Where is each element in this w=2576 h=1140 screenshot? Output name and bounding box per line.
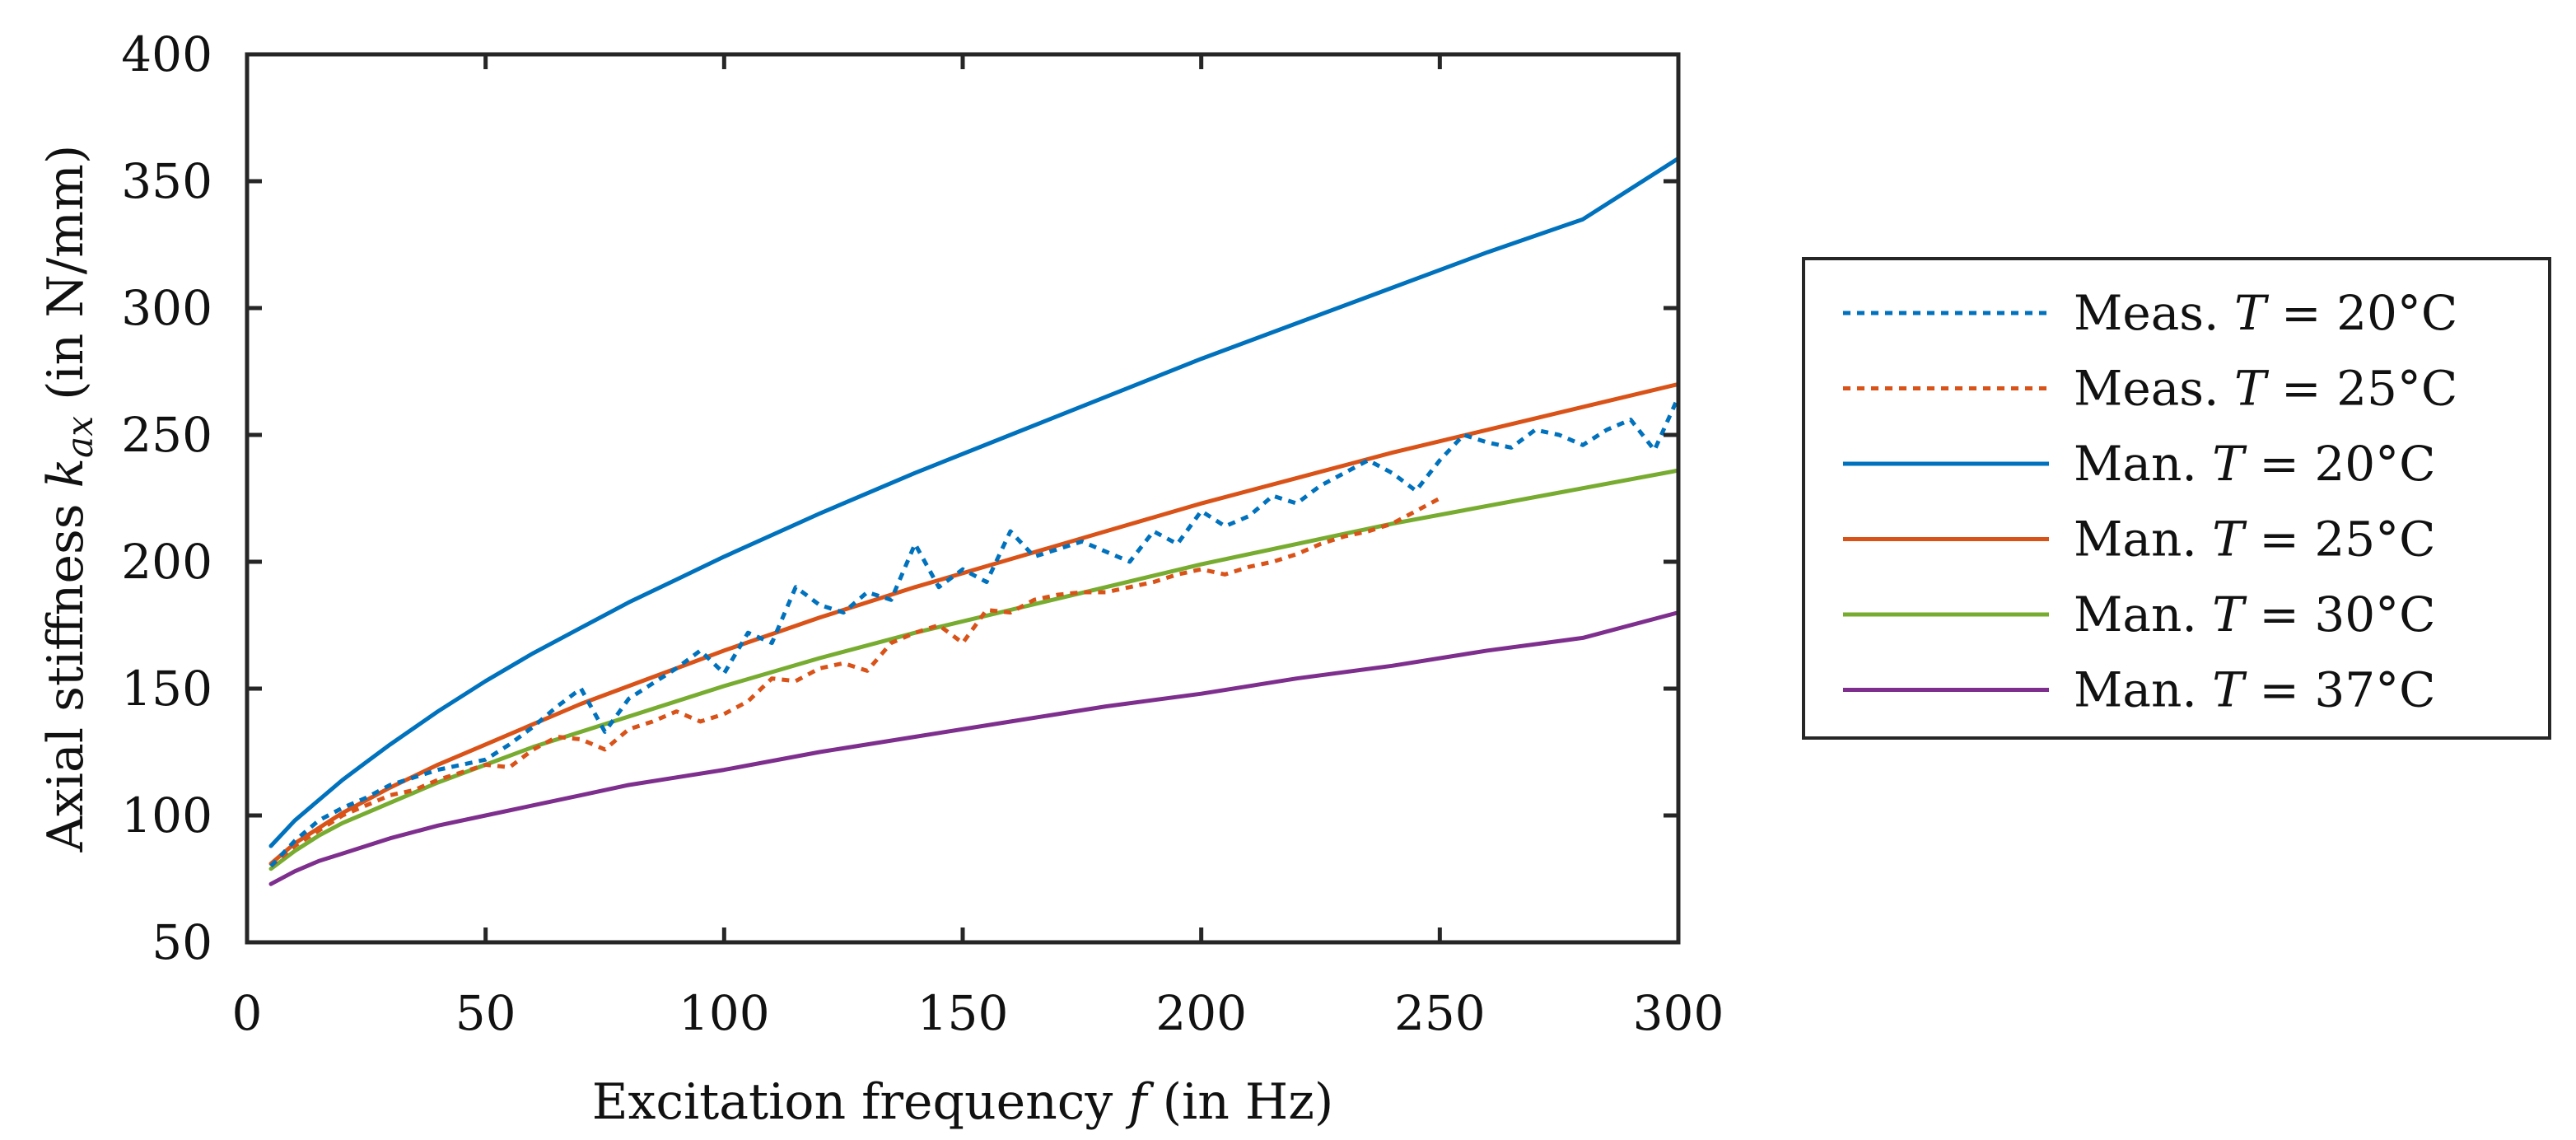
x-tick-label: 50 bbox=[455, 985, 516, 1041]
legend-label-prefix: Man. bbox=[2074, 436, 2212, 492]
y-axis-label: Axial stiffness kax (in N/mm) bbox=[37, 145, 101, 853]
legend-label-suffix: = 25°C bbox=[2266, 361, 2458, 417]
y-tick-label: 300 bbox=[121, 280, 212, 336]
legend-label: Man. T = 20°C bbox=[2074, 436, 2436, 492]
y-axis-label-unit: (in N/mm) bbox=[37, 145, 95, 416]
legend-label: Man. T = 25°C bbox=[2074, 512, 2436, 568]
ticks-layer: 0 50 100 150 200 250 300 50 100 150 200 250 300 350 40… bbox=[121, 26, 1724, 1041]
y-tick-label: 150 bbox=[121, 661, 212, 717]
legend-label-prefix: Man. bbox=[2074, 512, 2212, 568]
y-tick-label: 350 bbox=[121, 153, 212, 209]
series-line-3 bbox=[268, 156, 1681, 848]
x-tick-label: 300 bbox=[1633, 985, 1724, 1041]
x-tick-label: 0 bbox=[232, 985, 263, 1041]
legend-label-var: T bbox=[2212, 512, 2247, 568]
x-axis-label-unit: (in Hz) bbox=[1147, 1073, 1334, 1131]
y-tick-label: 200 bbox=[121, 534, 212, 590]
legend-label-var: T bbox=[2234, 285, 2270, 341]
legend-label: Meas. T = 25°C bbox=[2074, 361, 2457, 417]
legend-label-suffix: = 25°C bbox=[2244, 512, 2436, 568]
plot-frame bbox=[245, 52, 1681, 945]
y-tick-label: 100 bbox=[121, 787, 212, 843]
legend-label: Man. T = 37°C bbox=[2074, 662, 2436, 718]
legend-label-var: T bbox=[2212, 586, 2247, 642]
y-tick-label: 250 bbox=[121, 407, 212, 463]
series-line-1 bbox=[269, 395, 1681, 868]
legend-label-var: T bbox=[2212, 662, 2247, 718]
legend-label-var: T bbox=[2212, 436, 2247, 492]
legend-label-prefix: Meas. bbox=[2074, 361, 2234, 417]
x-tick-label: 150 bbox=[917, 985, 1009, 1041]
legend-label-suffix: = 30°C bbox=[2244, 586, 2436, 642]
x-tick-label: 200 bbox=[1155, 985, 1247, 1041]
legend-label-suffix: = 20°C bbox=[2244, 436, 2436, 492]
x-axis-label: Excitation frequency f (in Hz) bbox=[592, 1073, 1334, 1131]
y-axis-label-sub: ax bbox=[59, 416, 101, 458]
series-line-6 bbox=[268, 610, 1681, 886]
legend-label-prefix: Man. bbox=[2074, 662, 2212, 718]
legend-label: Meas. T = 20°C bbox=[2074, 285, 2457, 341]
legend-label-prefix: Meas. bbox=[2074, 285, 2234, 341]
y-axis-label-text: Axial stiffness bbox=[37, 488, 95, 853]
y-axis-label-var: k bbox=[37, 458, 95, 488]
legend-box bbox=[1802, 257, 2551, 740]
legend-label: Man. T = 30°C bbox=[2074, 586, 2436, 642]
x-tick-label: 100 bbox=[679, 985, 770, 1041]
legend-label-prefix: Man. bbox=[2074, 586, 2212, 642]
y-tick-label: 50 bbox=[152, 914, 212, 970]
legend-label-suffix: = 37°C bbox=[2244, 662, 2436, 718]
legend-label-var: T bbox=[2234, 361, 2270, 417]
x-axis-label-text: Excitation frequency bbox=[592, 1073, 1129, 1131]
y-tick-label: 400 bbox=[121, 26, 212, 82]
series-layer bbox=[268, 156, 1681, 886]
series-line-5 bbox=[268, 468, 1681, 871]
x-tick-label: 250 bbox=[1394, 985, 1486, 1041]
legend-label-suffix: = 20°C bbox=[2266, 285, 2458, 341]
